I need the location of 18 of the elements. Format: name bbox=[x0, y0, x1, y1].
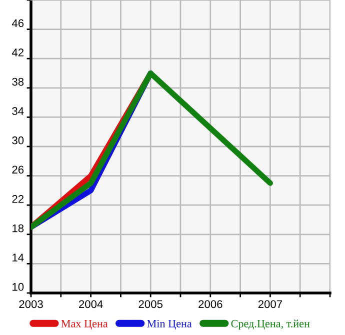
y-tick-label: 38 bbox=[12, 78, 24, 86]
y-tick-label: 10 bbox=[12, 282, 24, 291]
y-tick-label: 34 bbox=[12, 107, 24, 116]
y-tick-label: 30 bbox=[12, 136, 24, 144]
x-tick-label: 2006 bbox=[198, 300, 222, 308]
y-tick-label: 22 bbox=[12, 195, 24, 203]
x-tick-label: 2005 bbox=[138, 300, 162, 308]
y-tick-label: 14 bbox=[12, 254, 24, 262]
x-tick-label: 2007 bbox=[258, 300, 282, 308]
x-tick-label: 2003 bbox=[19, 300, 43, 308]
y-tick-label: 46 bbox=[12, 19, 24, 28]
y-tick-label: 18 bbox=[12, 224, 24, 232]
legend-label: Min Цена bbox=[147, 320, 192, 330]
y-tick-label: 42 bbox=[12, 48, 24, 56]
legend-label: Max Цена bbox=[61, 320, 108, 330]
legend-label: Сред.Цена, т.йен bbox=[231, 320, 310, 330]
x-tick-label: 2004 bbox=[79, 300, 103, 308]
y-tick-label: 26 bbox=[12, 166, 24, 174]
